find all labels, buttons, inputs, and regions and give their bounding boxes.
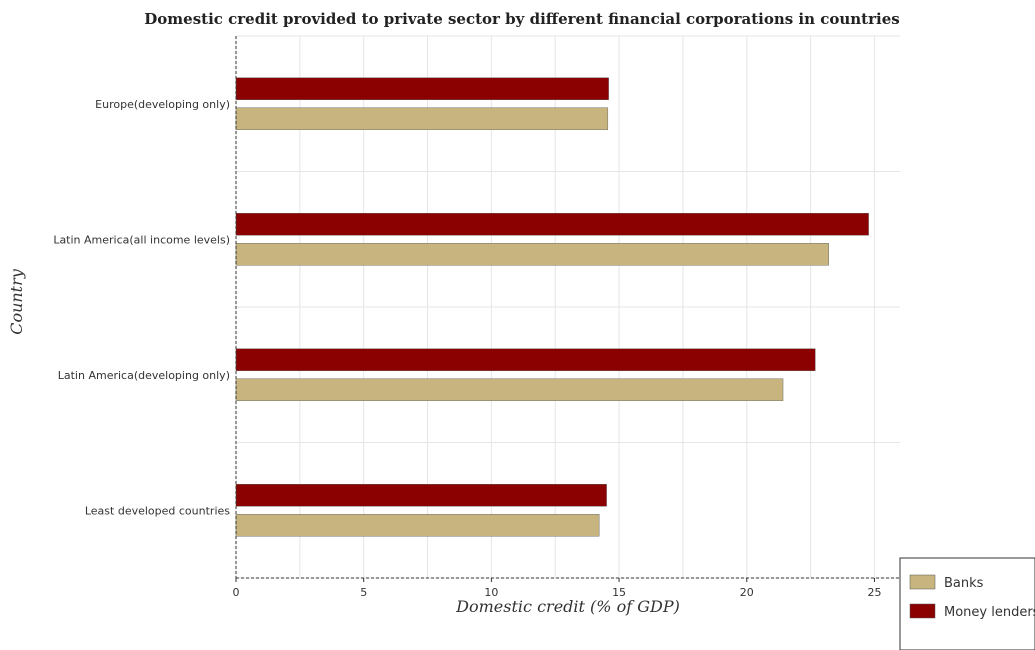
x-axis-title: Domestic credit (% of GDP) [455, 597, 680, 616]
x-tick-label: 20 [740, 586, 754, 599]
chart-title: Domestic credit provided to private sect… [144, 10, 899, 28]
bars [235, 77, 869, 537]
bar-banks [235, 378, 784, 401]
bar-banks [235, 107, 609, 130]
legend-box [899, 557, 1035, 650]
bar-money-lenders [235, 348, 816, 371]
axes: Europe(developing only) Latin America(all… [53, 36, 900, 599]
category-label: Least developed countries [85, 504, 230, 517]
bar-banks [235, 243, 829, 266]
bar-money-lenders [235, 77, 609, 100]
y-axis-title: Country [7, 268, 26, 335]
x-tick-label: 15 [612, 586, 626, 599]
category-label: Europe(developing only) [95, 98, 230, 111]
x-tick-label: 5 [360, 586, 367, 599]
bar-money-lenders [235, 213, 869, 236]
x-tick-label: 0 [233, 586, 240, 599]
legend: Banks Money lenders [899, 557, 1035, 650]
x-tick-label: 25 [867, 586, 881, 599]
bar-banks [235, 514, 600, 537]
legend-swatch [909, 603, 936, 619]
x-tick-label: 10 [484, 586, 498, 599]
legend-label: Money lenders [944, 605, 1035, 620]
category-label: Latin America(developing only) [58, 369, 230, 382]
legend-swatch [909, 574, 936, 590]
legend-label: Banks [944, 576, 984, 591]
category-label: Latin America(all income levels) [53, 233, 230, 246]
bar-money-lenders [235, 484, 607, 507]
